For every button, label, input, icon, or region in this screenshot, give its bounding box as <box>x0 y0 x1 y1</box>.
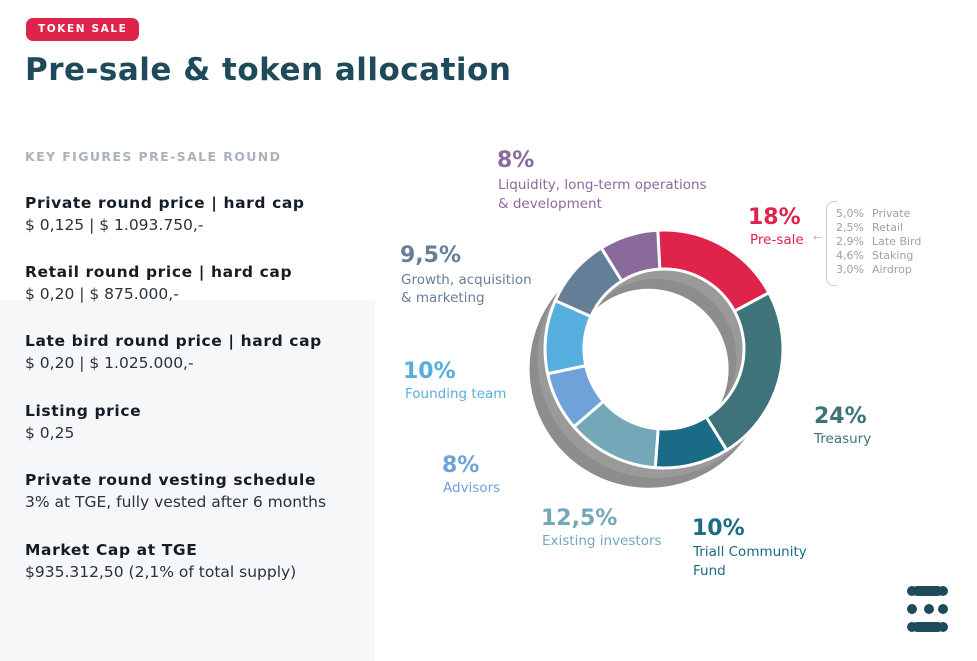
presale-breakdown: 5,0% Private 2,5% Retail 2,9% Late Bird 4,6… <box>836 207 921 277</box>
slice-label-growth-line2: & marketing <box>401 290 485 306</box>
figure-label: Retail round price | hard cap <box>25 263 293 281</box>
figure-value: $935.312,50 (2,1% of total supply) <box>25 563 297 581</box>
figure-value: $ 0,20 | $ 875.000,- <box>25 285 179 303</box>
breakdown-row: 3,0% Airdrop <box>836 263 912 276</box>
slice-label-presale: Pre-sale <box>750 232 804 248</box>
slice-label-liquidity: Liquidity, long-term operations <box>498 177 707 193</box>
figure-label: Late bird round price | hard cap <box>25 332 322 350</box>
slice-label-advisors: Advisors <box>443 480 501 496</box>
slice-pct-community-fund: 10% <box>692 516 745 541</box>
figure-market-cap: Market Cap at TGE $935.312,50 (2,1% of t… <box>25 541 296 581</box>
figure-label: Private round price | hard cap <box>25 194 305 212</box>
figure-label: Market Cap at TGE <box>25 541 198 559</box>
presale-arrow-icon: ← <box>813 231 823 244</box>
slice-label-existing-investors: Existing investors <box>542 533 662 549</box>
figure-listing-price: Listing price $ 0,25 <box>25 402 141 442</box>
breakdown-row: 4,6% Staking <box>836 249 914 262</box>
figure-private-round: Private round price | hard cap $ 0,125 |… <box>25 194 305 234</box>
slice-label-growth: Growth, acquisition <box>401 272 532 288</box>
donut-slice-liquidity-long-term-operations-development <box>599 228 662 283</box>
slice-pct-growth: 9,5% <box>400 243 462 268</box>
left-background-panel <box>0 300 375 661</box>
page-title: Pre-sale & token allocation <box>25 52 512 88</box>
slice-pct-existing-investors: 12,5% <box>541 506 618 531</box>
slice-label-liquidity-line2: & development <box>498 196 602 212</box>
key-figures-heading: KEY FIGURES PRE-SALE ROUND <box>25 149 282 164</box>
slice-pct-liquidity: 8% <box>497 148 535 173</box>
figure-value: $ 0,125 | $ 1.093.750,- <box>25 216 204 234</box>
figure-value: 3% at TGE, fully vested after 6 months <box>25 493 327 511</box>
figure-label: Private round vesting schedule <box>25 471 317 489</box>
slice-label-community-fund: Triall Community <box>693 544 807 560</box>
figure-late-bird-round: Late bird round price | hard cap $ 0,20 … <box>25 332 322 372</box>
slice-pct-founding-team: 10% <box>403 359 456 384</box>
slice-label-treasury: Treasury <box>814 431 872 447</box>
figure-retail-round: Retail round price | hard cap $ 0,20 | $… <box>25 263 292 303</box>
breakdown-row: 2,9% Late Bird <box>836 235 922 248</box>
breakdown-row: 2,5% Retail <box>836 221 904 234</box>
figure-value: $ 0,20 | $ 1.025.000,- <box>25 354 194 372</box>
figure-vesting-schedule: Private round vesting schedule 3% at TGE… <box>25 471 326 511</box>
triall-logo-icon <box>907 586 948 632</box>
donut-slices <box>543 228 785 470</box>
slice-pct-advisors: 8% <box>442 453 480 478</box>
token-sale-badge: TOKEN SALE <box>26 18 140 41</box>
breakdown-row: 5,0% Private <box>836 207 911 220</box>
presale-brace <box>826 201 837 286</box>
figure-value: $ 0,25 <box>25 424 75 442</box>
slice-pct-treasury: 24% <box>814 404 867 429</box>
slice-label-founding-team: Founding team <box>405 386 507 402</box>
slice-label-community-fund-line2: Fund <box>693 563 726 579</box>
slice-pct-presale: 18% <box>748 205 801 230</box>
figure-label: Listing price <box>25 402 142 420</box>
